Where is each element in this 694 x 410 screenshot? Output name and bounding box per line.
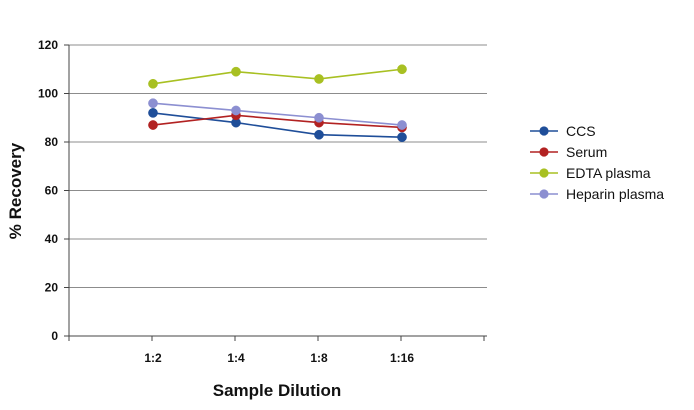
y-tick-label: 60 — [45, 184, 59, 198]
x-tick-label: 1:2 — [144, 351, 162, 365]
legend-swatch-marker — [539, 189, 549, 199]
data-point — [314, 129, 324, 140]
y-tick-label: 120 — [38, 38, 58, 52]
data-point — [314, 74, 324, 84]
legend-item: Heparin plasma — [530, 186, 664, 202]
data-point — [231, 66, 241, 77]
x-tick-label: 1:16 — [390, 351, 414, 365]
series-edta-plasma — [148, 64, 407, 89]
series-lines — [148, 64, 407, 142]
y-tick-label: 20 — [45, 281, 59, 295]
legend-swatch-marker — [539, 126, 549, 136]
legend-item: CCS — [530, 123, 596, 139]
x-tick-label: 1:8 — [310, 351, 328, 365]
data-point — [231, 105, 241, 116]
y-tick-label: 80 — [45, 135, 59, 149]
data-point — [148, 108, 158, 118]
legend-label: CCS — [566, 123, 596, 139]
y-tick-label: 0 — [51, 329, 58, 343]
y-axis-title: % Recovery — [6, 142, 25, 239]
series-line — [152, 112, 403, 138]
axes — [64, 44, 487, 341]
data-point — [148, 98, 158, 109]
legend-label: Heparin plasma — [566, 186, 664, 202]
data-point — [148, 78, 158, 89]
legend-label: Serum — [566, 144, 607, 160]
y-tick-label: 40 — [45, 232, 59, 246]
data-point — [397, 120, 407, 130]
x-axis-title: Sample Dilution — [213, 381, 341, 400]
legend: CCS Serum EDTA plasma Heparin plasma — [530, 123, 664, 202]
y-tick-label: 100 — [38, 87, 58, 101]
y-tick-labels: 0 20 40 60 80 100 120 — [38, 38, 58, 343]
series-line — [152, 102, 403, 126]
series-ccs — [148, 108, 407, 142]
x-tick-label: 1:4 — [227, 351, 245, 365]
gridlines — [69, 44, 487, 288]
x-tick-labels: 1:2 1:4 1:8 1:16 — [144, 351, 414, 365]
data-point — [314, 112, 324, 123]
data-point — [148, 120, 158, 130]
series-line — [152, 68, 403, 85]
series-heparin-plasma — [148, 98, 407, 130]
data-point — [397, 132, 407, 142]
legend-label: EDTA plasma — [566, 165, 651, 181]
legend-swatch-marker — [539, 168, 549, 178]
data-point — [397, 64, 407, 75]
legend-swatch-marker — [539, 147, 549, 157]
legend-item: EDTA plasma — [530, 165, 651, 181]
legend-item: Serum — [530, 144, 607, 160]
series-line — [152, 114, 403, 129]
